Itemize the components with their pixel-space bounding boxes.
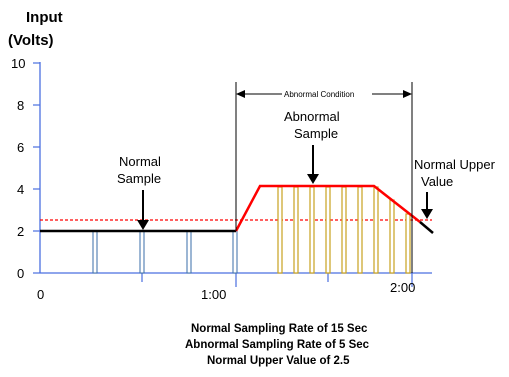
abnormal-sample-bar (341, 186, 347, 274)
normal-upper-arrow-head (421, 209, 433, 219)
normal-upper-label-line2: Value (421, 174, 453, 189)
signal-return-segment (419, 221, 434, 234)
abnormal-sample-label-line2: Sample (294, 126, 338, 141)
x-tick-0: 0 (37, 287, 44, 302)
y-tick-6: 6 (17, 140, 24, 155)
normal-sample-arrow-head (137, 220, 149, 230)
y-tick-8: 8 (17, 98, 24, 113)
normal-sample-bar (186, 230, 192, 274)
signal-abnormal-segment (234, 184, 421, 232)
y-tick-0: 0 (17, 266, 24, 281)
abnormal-sample-label-line1: Abnormal (284, 109, 340, 124)
y-ticks (33, 62, 40, 274)
normal-sample-label-line2: Sample (117, 171, 161, 186)
y-tick-10: 10 (11, 56, 25, 71)
abnormal-sample-bar (357, 186, 363, 274)
abnormal-sample-bar (373, 186, 379, 274)
y-tick-4: 4 (17, 182, 24, 197)
abnormal-sample-bar (277, 186, 283, 274)
normal-upper-label-line1: Normal Upper (414, 157, 496, 172)
abnormal-sample-bar (405, 213, 411, 274)
x-tick-1-00: 1:00 (201, 287, 226, 302)
abnormal-span-left-arrow (236, 90, 245, 98)
abnormal-span-right-arrow (403, 90, 412, 98)
caption-line3: Normal Upper Value of 2.5 (207, 355, 350, 367)
abnormal-sample-bar (325, 186, 331, 274)
x-tick-2-00: 2:00 (390, 280, 415, 295)
normal-sample-bar (92, 230, 98, 274)
abnormal-sample-bar (293, 186, 299, 274)
normal-sample-label-line1: Normal (119, 154, 161, 169)
abnormal-sample-bar (389, 199, 395, 274)
x-ticks (141, 273, 413, 287)
abnormal-sample-bar (309, 186, 315, 274)
y-axis-title-line1: Input (26, 9, 63, 26)
y-axis-title-line2: (Volts) (8, 32, 54, 49)
abnormal-condition-label: Abnormal Condition (284, 90, 354, 99)
abnormal-sample-arrow-head (307, 174, 319, 184)
abnormal-sample-bars (277, 186, 411, 274)
caption-line1: Normal Sampling Rate of 15 Sec (191, 323, 368, 335)
y-tick-2: 2 (17, 224, 24, 239)
normal-sample-bar (232, 230, 238, 274)
normal-sample-bar (139, 230, 145, 274)
normal-sample-bars (92, 230, 238, 274)
caption-line2: Abnormal Sampling Rate of 5 Sec (185, 339, 370, 351)
